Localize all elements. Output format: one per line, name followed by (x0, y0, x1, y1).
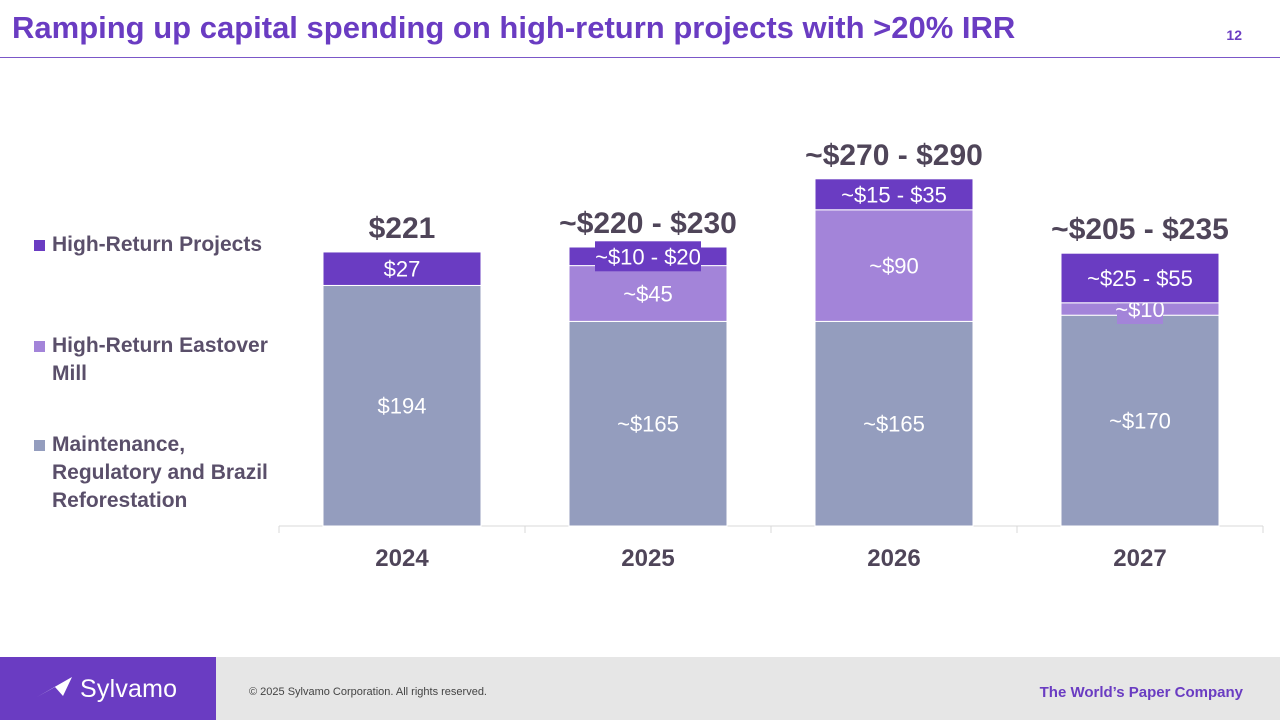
legend-swatch-high-return-projects (34, 240, 45, 251)
data-label: ~$10 - $20 (595, 244, 701, 269)
page-title: Ramping up capital spending on high-retu… (12, 10, 1016, 45)
data-label-background (595, 241, 701, 272)
x-tick-label: 2026 (867, 545, 920, 572)
bar-segment-eastover-mill (814, 209, 974, 322)
data-label: ~$165 (617, 412, 679, 437)
bar-segment-maintenance (1060, 314, 1220, 527)
total-label: ~$205 - $235 (1051, 213, 1229, 246)
data-label: ~$170 (1109, 409, 1171, 434)
legend-swatch-eastover-mill (34, 341, 45, 352)
copyright-text: © 2025 Sylvamo Corporation. All rights r… (249, 686, 487, 698)
data-label: ~$165 (863, 412, 925, 437)
brand-logo[interactable]: Sylvamo (0, 657, 216, 720)
legend-label: High-Return Eastover Mill (52, 334, 268, 385)
bar-segment-maintenance (814, 320, 974, 527)
x-tick-label: 2024 (375, 545, 429, 572)
data-label: $27 (384, 257, 421, 282)
tagline: The World’s Paper Company (1039, 684, 1243, 701)
legend-label: Maintenance, Regulatory and Brazil Refor… (52, 433, 268, 512)
bar-segment-maintenance (322, 284, 482, 527)
legend-swatch-maintenance (34, 440, 45, 451)
title-divider (0, 57, 1280, 58)
stacked-bar-chart: $194 $27 $221 2024 ~$165 ~$45 ~$10 - $20 ~$220 … (278, 139, 1264, 572)
data-label: $194 (378, 394, 427, 419)
bar-segment-high-return-projects (322, 251, 482, 286)
bar-segment-eastover-mill (568, 265, 728, 322)
data-label: ~$45 (623, 282, 673, 307)
bar-segment-high-return-projects (814, 178, 974, 211)
data-label: ~$25 - $55 (1087, 266, 1193, 291)
x-tick-label: 2027 (1113, 545, 1166, 572)
legend-label: High-Return Projects (52, 233, 263, 256)
total-label: $221 (369, 212, 436, 245)
total-label: ~$270 - $290 (805, 139, 983, 172)
x-tick-label: 2025 (621, 545, 674, 572)
page-number: 12 (1226, 27, 1242, 43)
data-label: ~$15 - $35 (841, 182, 947, 207)
leaf-logo-icon (37, 677, 72, 697)
bar-segment-high-return-projects (1060, 252, 1220, 304)
total-label: ~$220 - $230 (559, 207, 737, 240)
bar-segment-maintenance (568, 320, 728, 527)
brand-name: Sylvamo (80, 675, 178, 703)
footer: Sylvamo © 2025 Sylvamo Corporation. All … (0, 657, 1280, 720)
data-label: ~$90 (869, 254, 919, 279)
